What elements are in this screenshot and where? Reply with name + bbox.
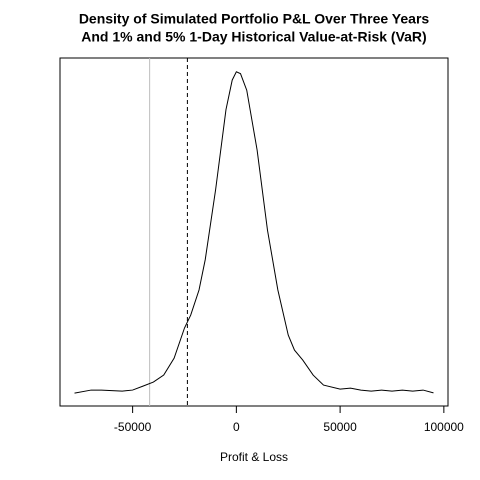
density-line xyxy=(74,71,434,394)
plot-frame xyxy=(59,57,449,407)
x-axis-label: Profit & Loss xyxy=(220,450,288,464)
x-tick-label: 50000 xyxy=(323,420,357,434)
x-tick-label: -50000 xyxy=(114,420,152,434)
x-tick-label: 100000 xyxy=(424,420,464,434)
x-tick-label: 0 xyxy=(233,420,240,434)
chart-subtitle: And 1% and 5% 1-Day Historical Value-at-… xyxy=(81,29,426,45)
chart-title: Density of Simulated Portfolio P&L Over … xyxy=(79,11,430,27)
